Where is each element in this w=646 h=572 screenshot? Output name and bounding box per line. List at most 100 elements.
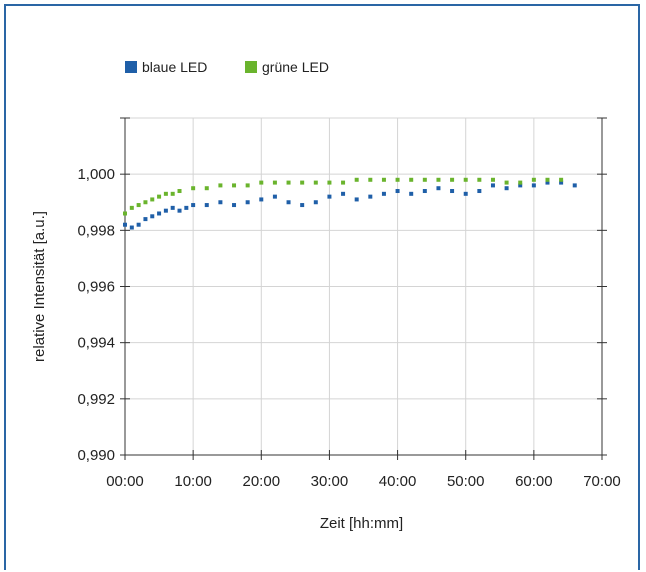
data-point xyxy=(259,180,264,185)
x-tick-label: 10:00 xyxy=(174,473,212,490)
data-point xyxy=(572,183,577,188)
data-point xyxy=(518,180,523,185)
data-point xyxy=(381,191,386,196)
data-point xyxy=(259,197,264,202)
data-point xyxy=(409,191,414,196)
data-point xyxy=(123,222,127,227)
data-point xyxy=(157,194,162,199)
data-point xyxy=(531,177,536,182)
data-point xyxy=(232,183,237,188)
data-point xyxy=(354,197,359,202)
data-point xyxy=(559,180,564,185)
data-point xyxy=(490,177,495,182)
y-tick-label: 0,992 xyxy=(77,391,115,408)
grid xyxy=(125,117,602,456)
data-point xyxy=(395,177,400,182)
data-point xyxy=(136,203,141,208)
data-point xyxy=(204,203,209,208)
data-point xyxy=(272,180,277,185)
data-point xyxy=(129,225,134,230)
axes: 00:00 10:00 20:00 30:00 40:00 50:00 60:00 70:00… xyxy=(77,117,621,490)
data-point xyxy=(354,177,359,182)
data-point xyxy=(313,180,318,185)
chart: 00:00 10:00 20:00 30:00 40:00 50:00 60:00 70:00… xyxy=(31,59,621,532)
data-point xyxy=(184,205,189,210)
data-point xyxy=(409,177,414,182)
data-point xyxy=(177,189,182,194)
data-point xyxy=(245,200,250,205)
legend-swatch xyxy=(125,61,137,73)
data-point xyxy=(504,180,509,185)
legend-label: blaue LED xyxy=(142,59,207,75)
y-axis-title: relative Intensität [a.u.] xyxy=(31,211,48,362)
series-blue xyxy=(123,180,577,230)
data-point xyxy=(463,191,468,196)
data-point xyxy=(300,180,305,185)
x-tick-label: 20:00 xyxy=(243,473,281,490)
data-point xyxy=(157,211,162,216)
data-point xyxy=(381,177,386,182)
data-point xyxy=(545,180,550,185)
data-point xyxy=(245,183,250,188)
data-point xyxy=(436,177,441,182)
x-tick-label: 30:00 xyxy=(311,473,349,490)
x-tick-label: 40:00 xyxy=(379,473,417,490)
chart-frame: 00:00 10:00 20:00 30:00 40:00 50:00 60:00 70:00… xyxy=(4,4,640,570)
data-point xyxy=(531,183,536,188)
data-point xyxy=(477,177,482,182)
y-tick-label: 0,990 xyxy=(77,447,115,464)
data-point xyxy=(300,203,305,208)
data-point xyxy=(395,189,400,194)
data-point xyxy=(123,211,127,216)
data-point xyxy=(477,189,482,194)
data-point xyxy=(286,180,291,185)
x-axis-title: Zeit [hh:mm] xyxy=(320,515,403,532)
data-point xyxy=(150,197,155,202)
legend: blaue LED grüne LED xyxy=(125,59,329,75)
data-point xyxy=(218,183,223,188)
data-point xyxy=(341,180,346,185)
data-point xyxy=(191,203,196,208)
data-point xyxy=(191,186,196,191)
legend-label: grüne LED xyxy=(262,59,329,75)
data-point xyxy=(163,208,168,213)
data-point xyxy=(150,214,155,219)
data-point xyxy=(559,177,564,182)
data-point xyxy=(170,191,175,196)
data-point xyxy=(463,177,468,182)
data-point xyxy=(232,203,237,208)
axis-labels: Zeit [hh:mm] relative Intensität [a.u.] xyxy=(31,211,403,532)
y-tick-label: 0,998 xyxy=(77,222,115,239)
data-point xyxy=(143,200,148,205)
data-point xyxy=(143,217,148,222)
x-tick-label: 50:00 xyxy=(447,473,485,490)
data-point xyxy=(170,205,175,210)
data-point xyxy=(313,200,318,205)
data-point xyxy=(422,189,427,194)
data-point xyxy=(286,200,291,205)
data-point xyxy=(545,177,550,182)
data-point xyxy=(327,180,332,185)
x-tick-label: 70:00 xyxy=(583,473,621,490)
x-tick-label: 60:00 xyxy=(515,473,553,490)
data-point xyxy=(490,183,495,188)
data-point xyxy=(450,189,455,194)
x-tick-label: 00:00 xyxy=(106,473,144,490)
data-point xyxy=(504,186,509,191)
data-point xyxy=(436,186,441,191)
data-point xyxy=(341,191,346,196)
data-point xyxy=(368,177,373,182)
y-tick-label: 1,000 xyxy=(77,166,115,183)
series-layer xyxy=(123,177,577,230)
y-tick-label: 0,994 xyxy=(77,335,115,352)
data-point xyxy=(327,194,332,199)
data-point xyxy=(218,200,223,205)
data-point xyxy=(177,208,182,213)
data-point xyxy=(163,191,168,196)
data-point xyxy=(368,194,373,199)
data-point xyxy=(129,205,134,210)
data-point xyxy=(204,186,209,191)
y-tick-label: 0,996 xyxy=(77,279,115,296)
legend-swatch xyxy=(245,61,257,73)
series-green xyxy=(123,177,564,216)
